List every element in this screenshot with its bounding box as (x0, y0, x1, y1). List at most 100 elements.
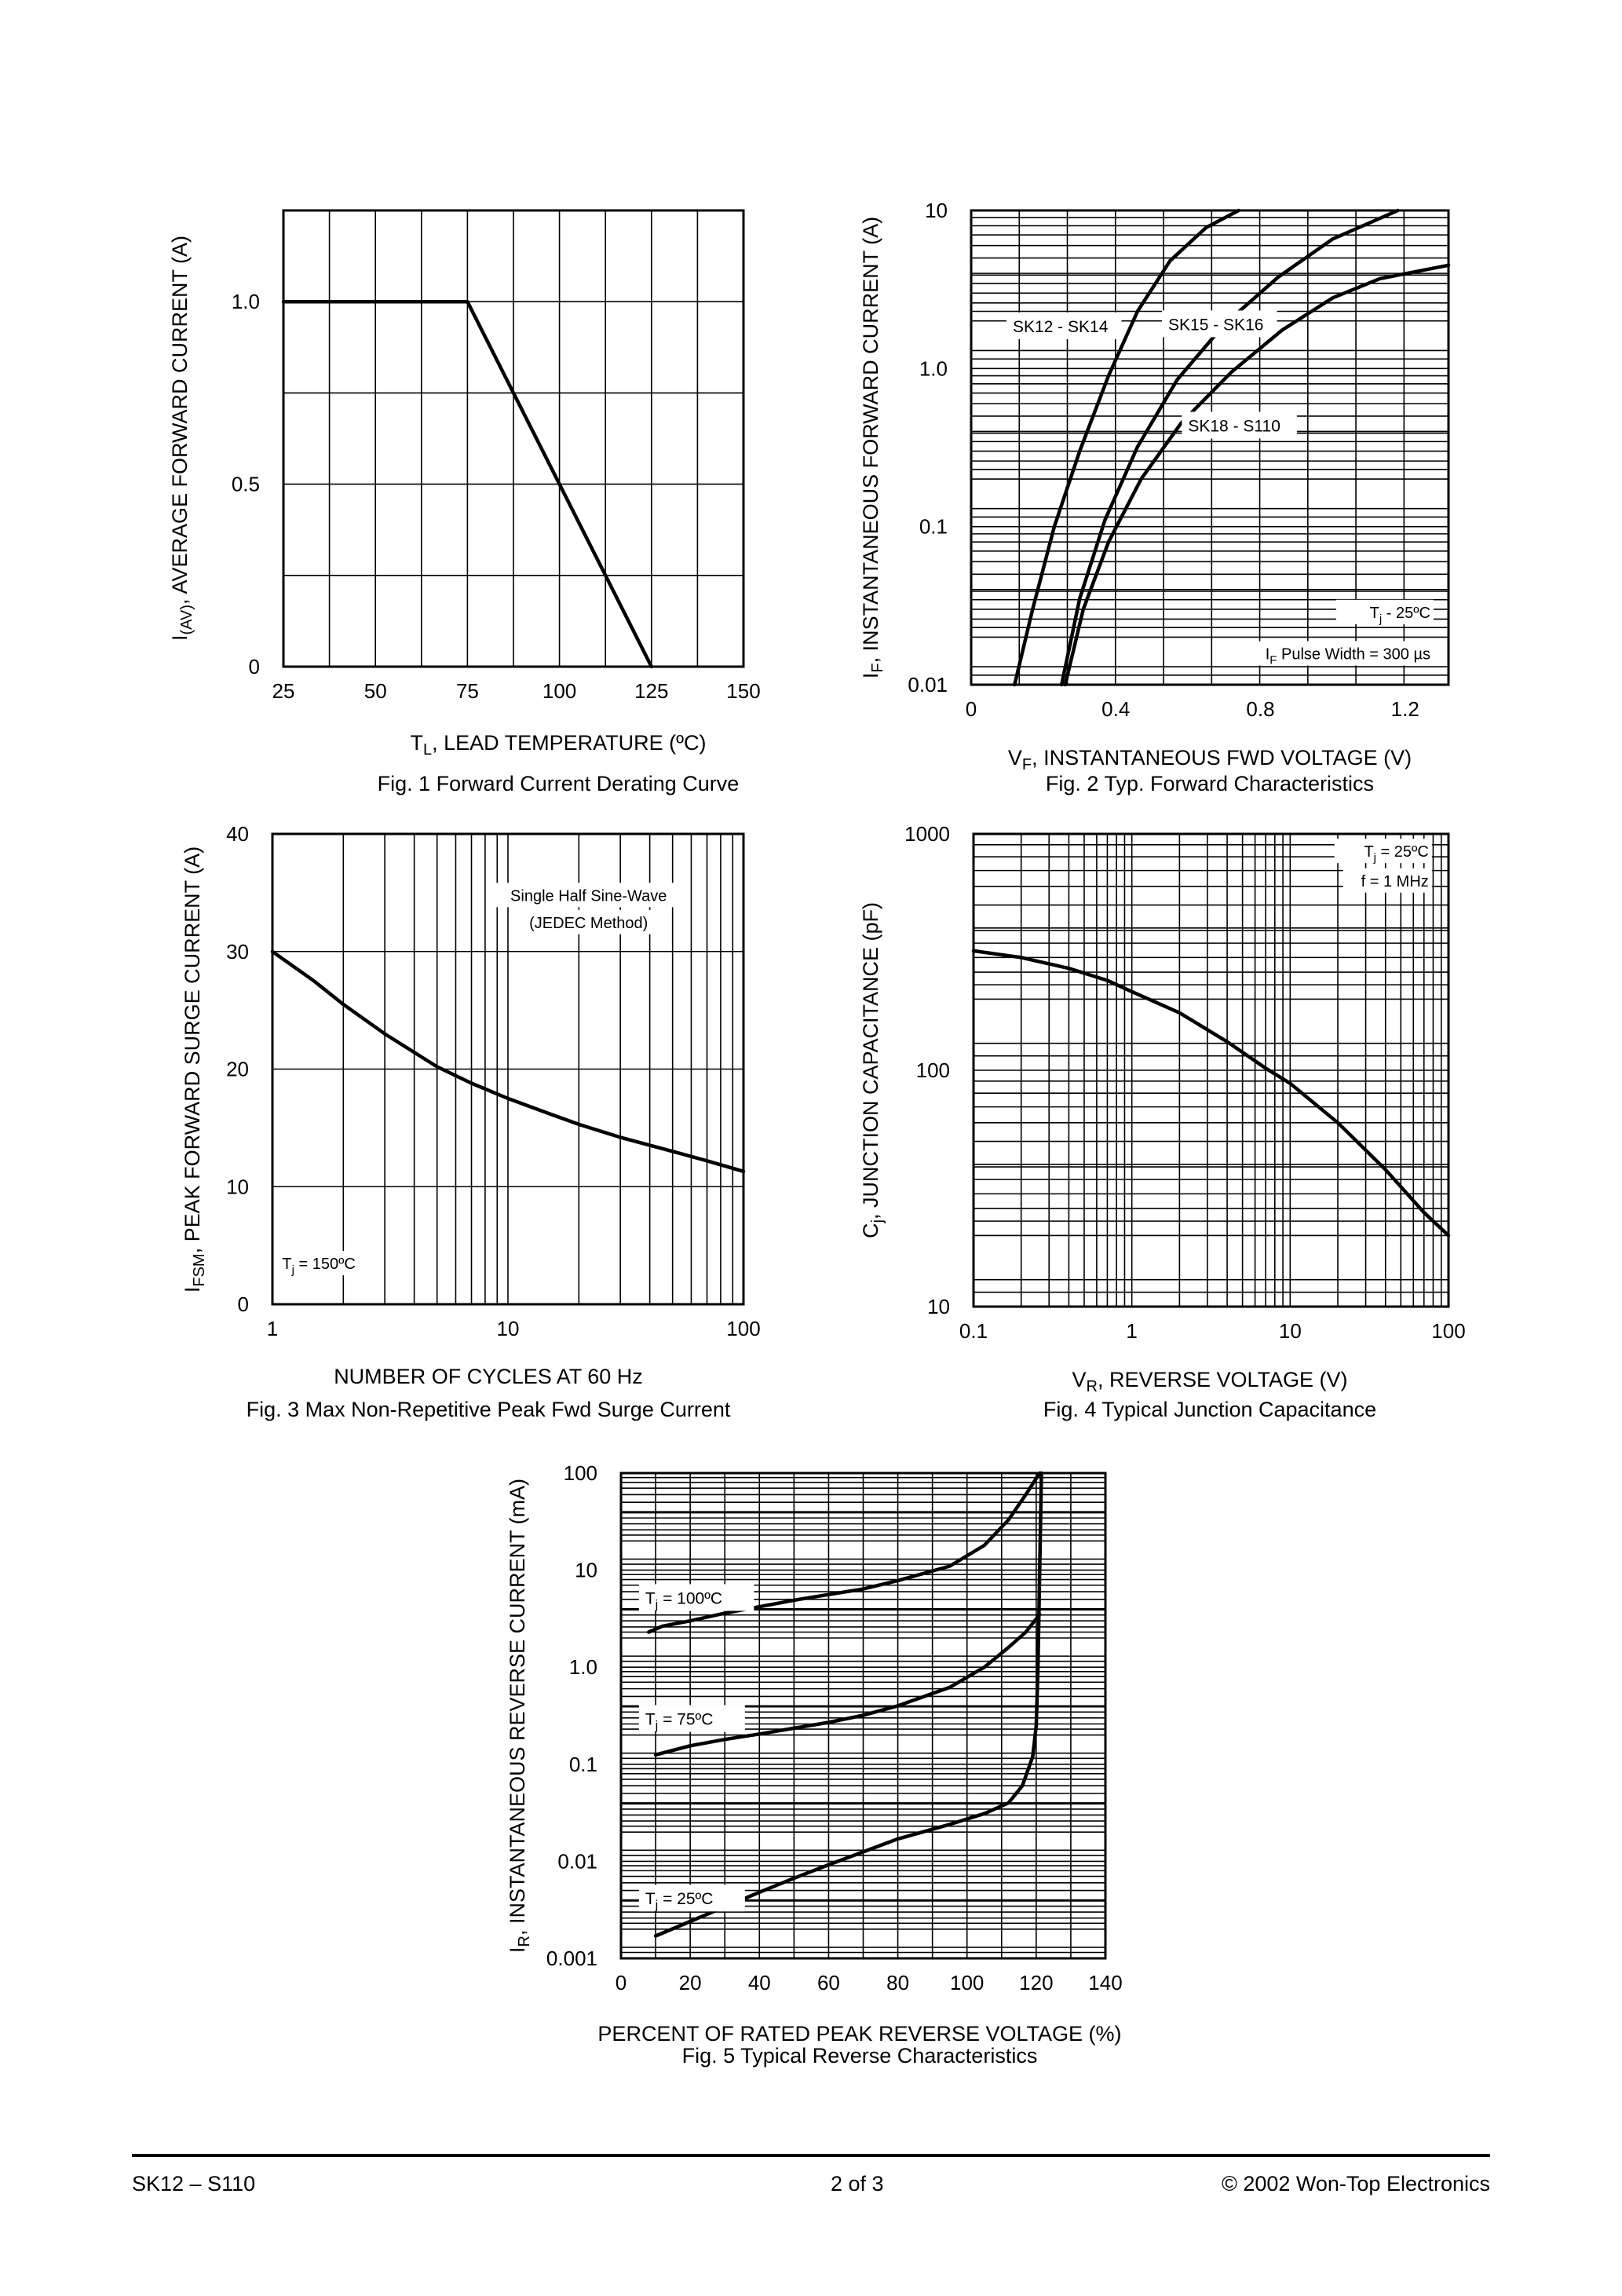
x-axis-title: PERCENT OF RATED PEAK REVERSE VOLTAGE (%… (597, 2022, 1121, 2046)
y-axis-title: IFSM, PEAK FORWARD SURGE CURRENT (A) (181, 846, 208, 1292)
y-tick-label: 1000 (904, 822, 950, 846)
figure-caption: Fig. 3 Max Non-Repetitive Peak Fwd Surge… (247, 1398, 731, 1421)
series-line-1 (270, 949, 746, 1174)
series-line-1 (647, 1471, 1042, 1634)
y-tick-label: 0 (249, 655, 260, 678)
x-tick-label: 10 (497, 1317, 520, 1340)
series-line-1 (1013, 208, 1241, 687)
y-tick-label: 100 (916, 1058, 950, 1082)
chart-fig3: Single Half Sine-Wave (JEDEC Method) Tj = … (181, 822, 761, 1421)
y-tick-label: 10 (925, 199, 948, 222)
y-tick-label: 0.01 (908, 673, 948, 696)
plot-frame (271, 832, 745, 1306)
x-tick-label: 75 (456, 679, 479, 703)
x-tick-label: 40 (748, 1971, 771, 1994)
x-axis-title: TL, LEAD TEMPERATURE (ºC) (410, 731, 706, 759)
series-label-bg (1006, 312, 1122, 339)
annotation: Tj - 25ºC (1370, 605, 1430, 626)
annotation: (JEDEC Method) (529, 915, 648, 932)
plot-frame (972, 832, 1450, 1308)
series-label-bg (638, 1885, 745, 1912)
y-tick-label: 0.1 (569, 1753, 597, 1776)
y-tick-label: 1.0 (919, 356, 948, 380)
series-line-2 (1059, 208, 1400, 687)
series-label-bg (638, 1705, 745, 1732)
annotation-bg (1343, 868, 1432, 893)
series-label: Tj = 100ºC (645, 1589, 722, 1611)
annotation-bg (1334, 839, 1432, 864)
x-axis-title: VF, INSTANTANEOUS FWD VOLTAGE (V) (1008, 746, 1412, 773)
annotation-bg (522, 909, 655, 934)
y-tick-label: 10 (575, 1559, 597, 1582)
series-label: SK15 - SK16 (1168, 316, 1263, 334)
annotation-bg (492, 883, 685, 908)
chart-fig1: 25 50 75 100 125 150 0 0.5 1.0 TL, LEAD TEMPERATU… (168, 209, 761, 795)
series-line-2 (653, 1612, 1042, 1757)
series-line-3 (1063, 263, 1451, 687)
x-tick-label: 0.1 (959, 1319, 988, 1343)
x-tick-label: 0.8 (1246, 697, 1274, 721)
series-label: Tj = 25ºC (645, 1890, 714, 1912)
x-tick-label: 10 (1279, 1319, 1302, 1343)
x-tick-label: 20 (679, 1971, 702, 1994)
y-tick-label: 10 (226, 1175, 249, 1198)
footer-page-number: 2 of 3 (831, 2172, 884, 2195)
annotation: IF Pulse Width = 300 µs (1266, 646, 1430, 667)
y-tick-label: 20 (226, 1058, 249, 1081)
series-label-bg (1182, 411, 1297, 439)
annotation: Tj = 150ºC (282, 1256, 355, 1277)
x-tick-label: 100 (726, 1317, 760, 1340)
series-label-bg (1162, 310, 1277, 338)
series-label: SK18 - S110 (1188, 417, 1280, 435)
plot-frame (282, 209, 745, 668)
plot-frame (619, 1472, 1107, 1960)
series-label: Tj = 75ºC (645, 1711, 714, 1733)
series-line-3 (653, 1471, 1043, 1938)
footer-part-number: SK12 – S110 (132, 2172, 256, 2195)
figure-caption: Fig. 2 Typ. Forward Characteristics (1046, 772, 1374, 795)
x-tick-label: 120 (1019, 1971, 1053, 1994)
footer-rule (132, 2154, 1490, 2157)
y-tick-label: 0.001 (546, 1947, 597, 1970)
x-tick-label: 1 (1126, 1319, 1137, 1343)
y-tick-label: 40 (226, 822, 249, 846)
x-tick-label: 150 (726, 679, 760, 703)
y-tick-label: 0.5 (232, 473, 260, 496)
y-axis-title: Cj, JUNCTION CAPACITANCE (pF) (859, 902, 886, 1238)
y-axis-title: IF, INSTANTANEOUS FORWARD CURRENT (A) (859, 217, 886, 678)
y-tick-label: 30 (226, 940, 249, 963)
figure-caption: Fig. 5 Typical Reverse Characteristics (682, 2044, 1038, 2067)
chart-fig4: Tj = 25ºC f = 1 MHz 0.1 1 10 100 10 100 1000 VR, … (859, 822, 1466, 1421)
x-tick-label: 80 (886, 1971, 909, 1994)
annotation: f = 1 MHz (1361, 873, 1429, 890)
y-tick-label: 100 (564, 1461, 597, 1485)
x-tick-label: 125 (634, 679, 668, 703)
x-tick-label: 0 (616, 1971, 627, 1994)
x-tick-label: 100 (950, 1971, 984, 1994)
x-tick-label: 0.4 (1101, 697, 1130, 721)
y-tick-label: 1.0 (232, 290, 260, 313)
y-tick-label: 0 (238, 1292, 249, 1316)
y-tick-label: 0.01 (557, 1849, 597, 1873)
x-tick-label: 50 (364, 679, 387, 703)
series-label: SK12 - SK14 (1013, 318, 1109, 336)
annotation: Tj = 25ºC (1364, 843, 1428, 865)
series-line-1 (971, 949, 1451, 1238)
chart-fig2: SK12 - SK14 SK15 - SK16 SK18 - S110 Tj - 25… (859, 199, 1451, 795)
x-tick-label: 25 (272, 679, 295, 703)
series-label-bg (638, 1584, 754, 1611)
y-axis-title: I(AV), AVERAGE FORWARD CURRENT (A) (168, 236, 195, 641)
x-tick-label: 100 (1431, 1319, 1465, 1343)
series-line-1 (281, 299, 654, 669)
x-tick-label: 1 (267, 1317, 278, 1340)
annotation: Single Half Sine-Wave (510, 887, 667, 905)
grid-fig4 (973, 833, 1449, 1307)
x-tick-label: 60 (817, 1971, 840, 1994)
annotation-bg (1335, 599, 1434, 624)
footer-copyright: © 2002 Won-Top Electronics (1221, 2172, 1490, 2195)
x-tick-label: 100 (542, 679, 576, 703)
x-axis-title: NUMBER OF CYCLES AT 60 Hz (334, 1365, 643, 1388)
x-tick-label: 0 (966, 697, 977, 721)
